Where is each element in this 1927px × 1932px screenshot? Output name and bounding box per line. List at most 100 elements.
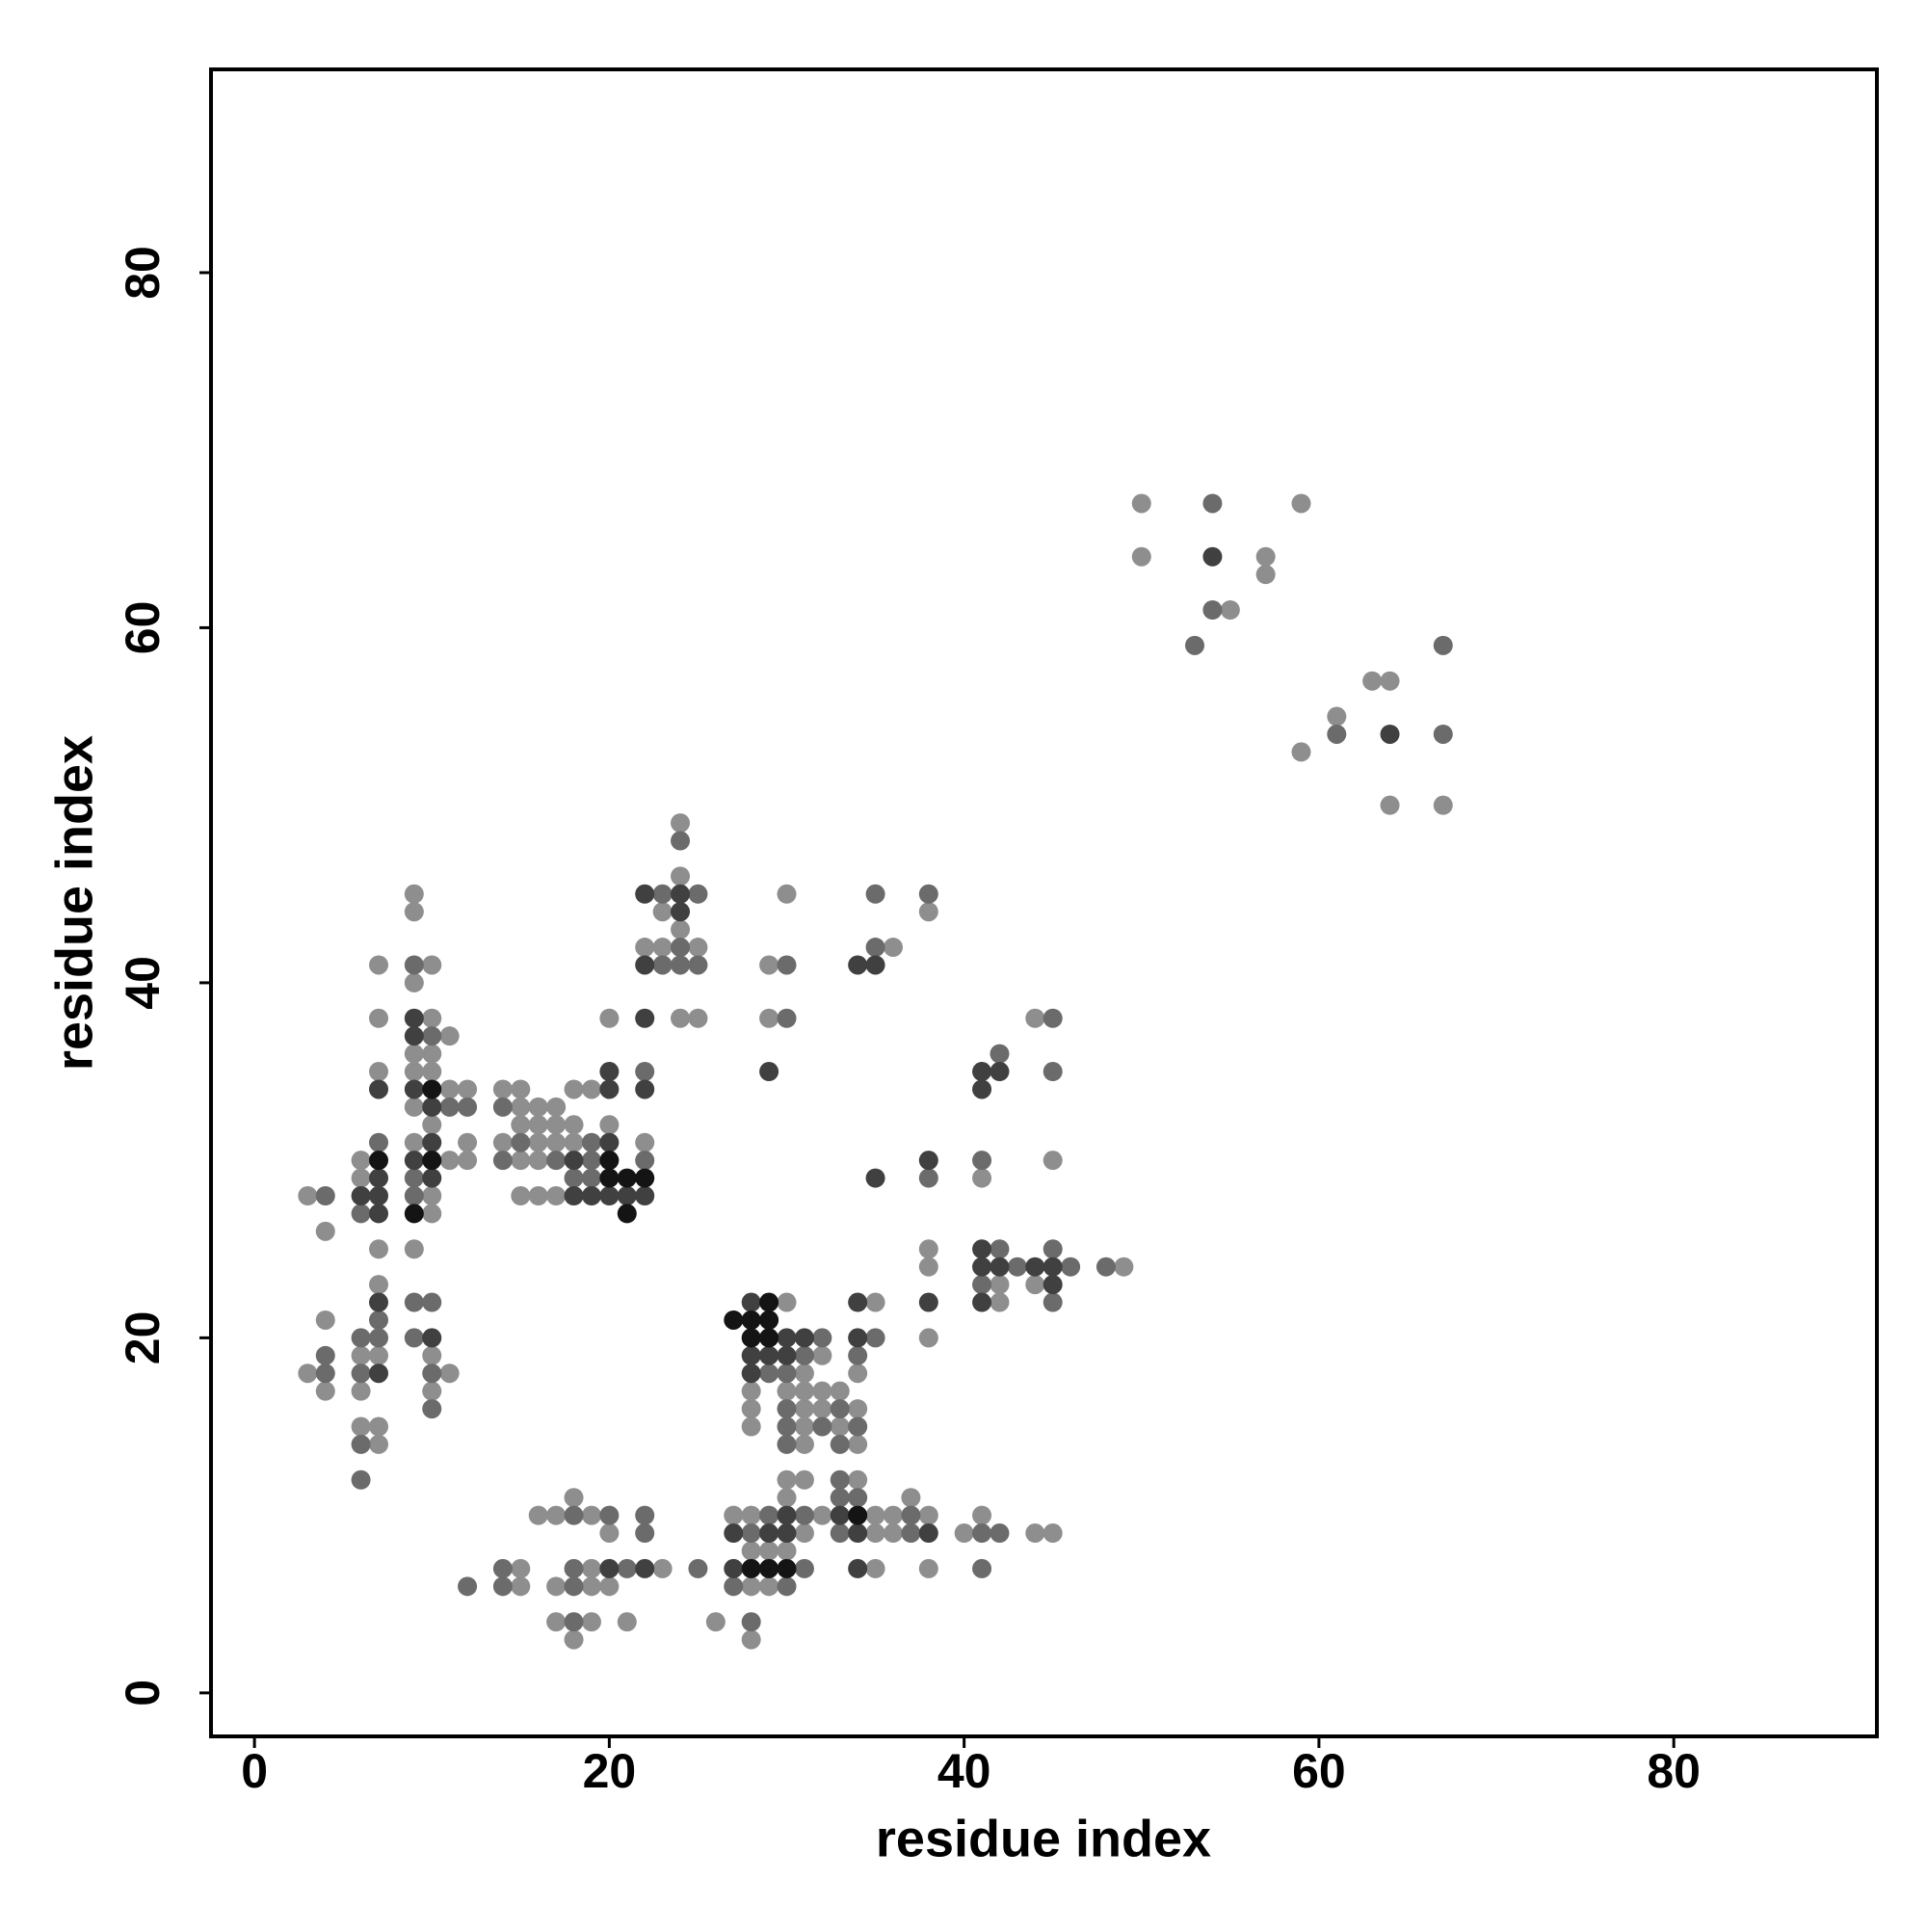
point — [564, 1629, 584, 1650]
point — [1043, 1008, 1063, 1028]
point — [458, 1151, 478, 1171]
point — [315, 1381, 335, 1401]
point — [564, 1558, 584, 1578]
point — [724, 1505, 744, 1525]
point — [351, 1185, 371, 1205]
point — [812, 1381, 832, 1401]
point — [369, 1275, 389, 1295]
point — [918, 902, 938, 922]
point — [865, 1292, 885, 1312]
point — [369, 1292, 389, 1312]
point — [599, 1576, 620, 1597]
point — [830, 1469, 850, 1490]
point — [848, 1328, 868, 1348]
point — [404, 955, 424, 975]
point — [581, 1168, 601, 1188]
point — [741, 1505, 761, 1525]
point — [617, 1168, 637, 1188]
point — [688, 1008, 708, 1028]
point — [635, 1558, 655, 1578]
point — [599, 1115, 620, 1135]
point — [1291, 493, 1311, 514]
point — [635, 1185, 655, 1205]
y-axis-label: residue index — [45, 735, 103, 1071]
point — [369, 1239, 389, 1259]
point — [777, 1416, 797, 1437]
point — [671, 938, 691, 958]
point — [458, 1132, 478, 1152]
point — [972, 1558, 992, 1578]
point — [918, 884, 938, 904]
point — [705, 1612, 726, 1632]
point — [298, 1185, 318, 1205]
point — [422, 1097, 442, 1117]
x-tick-label: 0 — [241, 1744, 268, 1798]
point — [830, 1381, 850, 1401]
point — [546, 1576, 567, 1597]
point — [617, 1558, 637, 1578]
point — [972, 1239, 992, 1259]
point — [688, 1558, 708, 1578]
point — [741, 1363, 761, 1384]
point — [901, 1488, 921, 1508]
point — [812, 1399, 832, 1419]
point — [1095, 1257, 1116, 1277]
point — [1131, 546, 1151, 567]
point — [546, 1612, 567, 1632]
point — [422, 1062, 442, 1082]
point — [830, 1434, 850, 1454]
point — [546, 1132, 567, 1152]
point — [422, 1044, 442, 1064]
point — [794, 1363, 814, 1384]
point — [315, 1363, 335, 1384]
point — [635, 884, 655, 904]
point — [511, 1151, 531, 1171]
point — [990, 1275, 1010, 1295]
point — [794, 1381, 814, 1401]
point — [581, 1151, 601, 1171]
point — [422, 955, 442, 975]
point — [777, 1523, 797, 1544]
point — [599, 1008, 620, 1028]
point — [741, 1629, 761, 1650]
point — [422, 1328, 442, 1348]
point — [599, 1168, 620, 1188]
point — [972, 1151, 992, 1171]
point — [492, 1132, 513, 1152]
point — [777, 884, 797, 904]
point — [794, 1399, 814, 1419]
point — [812, 1345, 832, 1365]
point — [1025, 1275, 1045, 1295]
point — [1433, 635, 1453, 655]
point — [777, 1363, 797, 1384]
point — [1362, 671, 1383, 691]
point — [404, 1328, 424, 1348]
point — [777, 955, 797, 975]
point — [404, 1008, 424, 1028]
point — [599, 1185, 620, 1205]
point — [865, 884, 885, 904]
point — [830, 1488, 850, 1508]
point — [741, 1328, 761, 1348]
point — [741, 1558, 761, 1578]
point — [812, 1505, 832, 1525]
point — [404, 1292, 424, 1312]
y-tick-label: 60 — [116, 601, 170, 655]
point — [918, 1328, 938, 1348]
point — [369, 1416, 389, 1437]
point — [741, 1381, 761, 1401]
point — [404, 1239, 424, 1259]
point — [422, 1026, 442, 1046]
point — [404, 1044, 424, 1064]
point — [581, 1132, 601, 1152]
point — [865, 1168, 885, 1188]
point — [581, 1558, 601, 1578]
x-tick-label: 60 — [1292, 1744, 1346, 1798]
point — [369, 1310, 389, 1330]
point — [741, 1576, 761, 1597]
x-tick-label: 20 — [583, 1744, 637, 1798]
point — [671, 919, 691, 940]
point — [972, 1257, 992, 1277]
point — [1291, 742, 1311, 762]
point — [528, 1151, 548, 1171]
